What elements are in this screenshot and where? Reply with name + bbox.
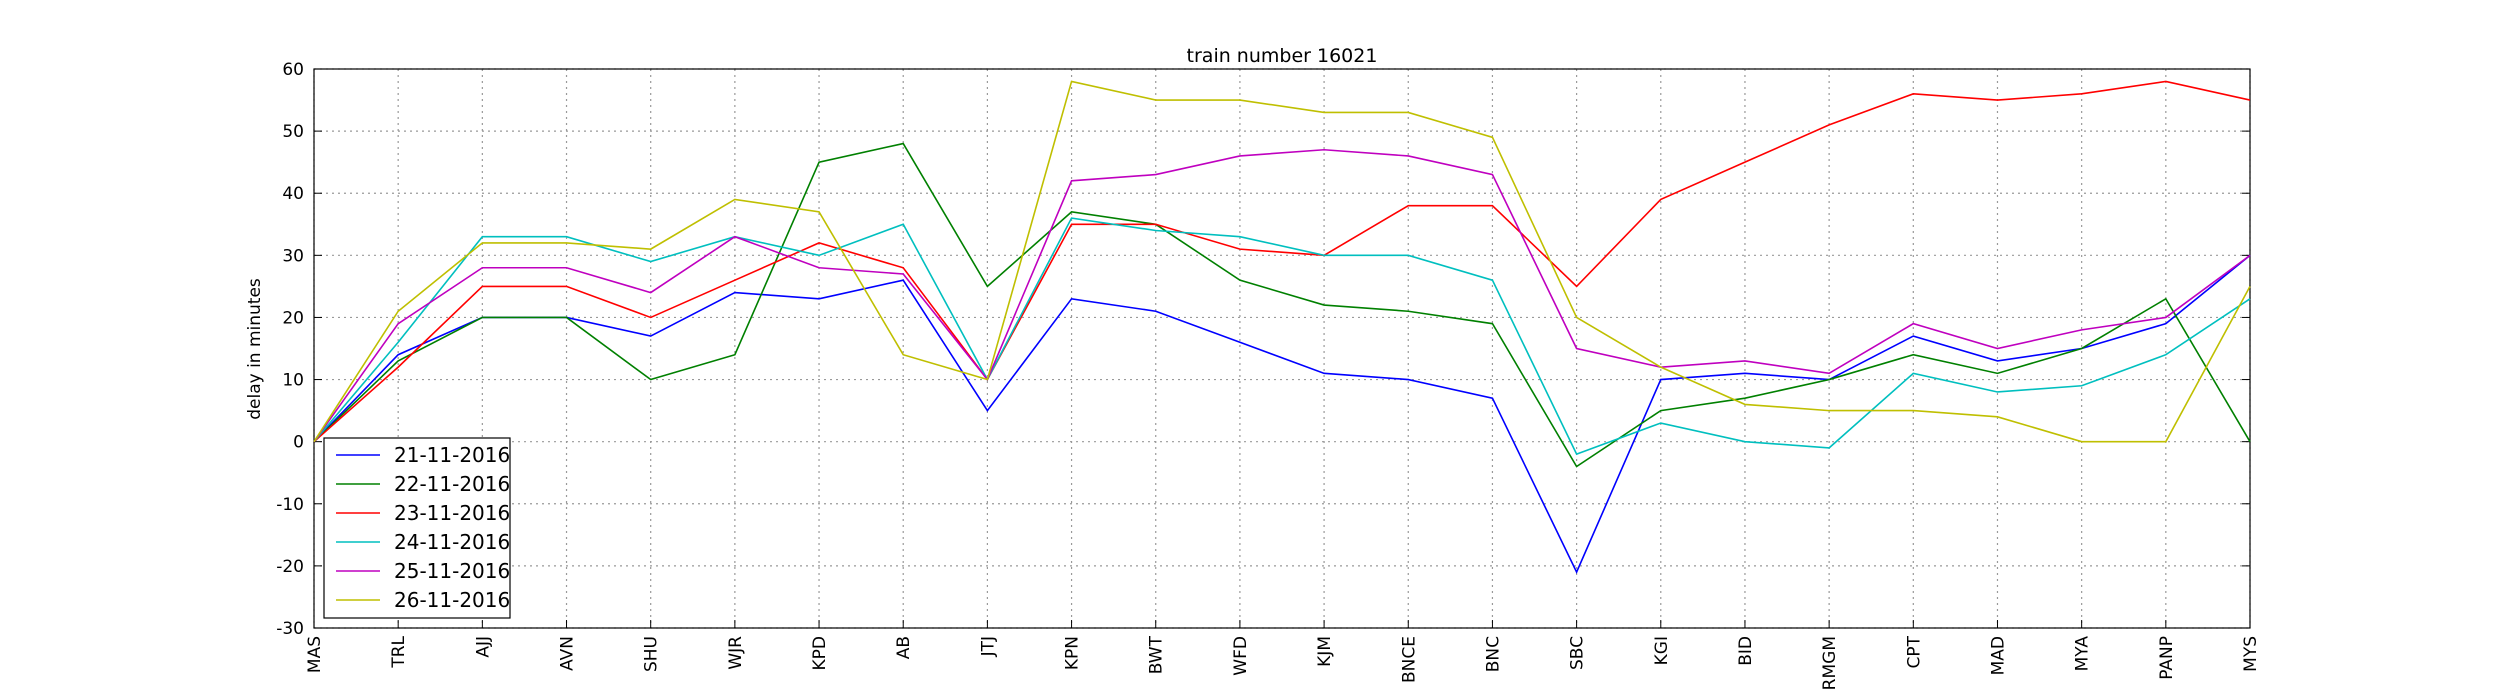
legend-label: 22-11-2016 <box>394 472 510 496</box>
series-line <box>313 80 2251 443</box>
x-tick-label: BNC <box>1483 636 1503 672</box>
x-tick-label: TRL <box>389 635 409 668</box>
series-line <box>313 148 2251 443</box>
y-tick-label: 20 <box>282 308 304 328</box>
y-tick-label: 50 <box>282 122 304 142</box>
x-tick-label: PANP <box>2157 636 2177 680</box>
x-tick-label: KPN <box>1063 636 1083 670</box>
x-tick-label: MAS <box>305 636 325 673</box>
x-tick-label: BNCE <box>1399 636 1419 683</box>
x-tick-label: KJM <box>1315 636 1335 667</box>
y-tick-label: 30 <box>282 246 304 266</box>
y-tick-label: -30 <box>276 619 304 639</box>
series-line <box>313 80 2251 443</box>
legend-box <box>323 437 511 619</box>
legend-label: 25-11-2016 <box>394 559 510 583</box>
x-tick-label: JTJ <box>978 636 998 657</box>
legend-label: 24-11-2016 <box>394 530 510 554</box>
x-tick-label: MAD <box>1988 636 2008 675</box>
x-tick-label: MYA <box>2073 636 2093 672</box>
series-line <box>313 217 2251 456</box>
y-tick-label: -20 <box>276 557 304 577</box>
x-tick-label: SHU <box>642 636 662 672</box>
x-axis-label: stations along the route <box>1168 697 1395 700</box>
x-tick-label: MYS <box>2241 636 2261 672</box>
series-line <box>313 142 2251 468</box>
y-axis-label: delay in minutes <box>245 278 265 420</box>
x-tick-label: WFD <box>1231 636 1251 676</box>
y-tick-label: 0 <box>293 433 304 453</box>
legend-label: 23-11-2016 <box>394 501 510 525</box>
legend-label: 21-11-2016 <box>394 443 510 467</box>
x-tick-label: KGI <box>1652 636 1672 665</box>
x-tick-label: KPD <box>810 636 830 671</box>
x-tick-label: CPT <box>1904 635 1924 668</box>
x-tick-label: AVN <box>558 636 578 671</box>
series-line <box>313 254 2251 575</box>
plot-frame <box>313 68 2251 629</box>
x-tick-label: BID <box>1736 636 1756 666</box>
x-tick-label: SBC <box>1568 636 1588 670</box>
y-tick-label: -10 <box>276 495 304 515</box>
x-tick-label: BWT <box>1147 635 1167 674</box>
x-tick-label: AJJ <box>473 636 493 658</box>
y-tick-label: 10 <box>282 371 304 391</box>
x-tick-label: AB <box>894 636 914 659</box>
y-tick-label: 60 <box>282 60 304 80</box>
legend: 21-11-2016 22-11-2016 23-11-2016 24-11-2016… <box>323 437 511 619</box>
x-tick-label: RMGM <box>1820 636 1840 690</box>
legend-label: 26-11-2016 <box>394 588 510 612</box>
x-tick-label: WJR <box>726 636 746 670</box>
y-tick-label: 40 <box>282 184 304 204</box>
chart-title: train number 16021 <box>1187 45 1378 67</box>
